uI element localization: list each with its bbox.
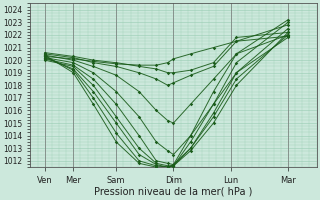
X-axis label: Pression niveau de la mer( hPa ): Pression niveau de la mer( hPa ) bbox=[94, 187, 252, 197]
